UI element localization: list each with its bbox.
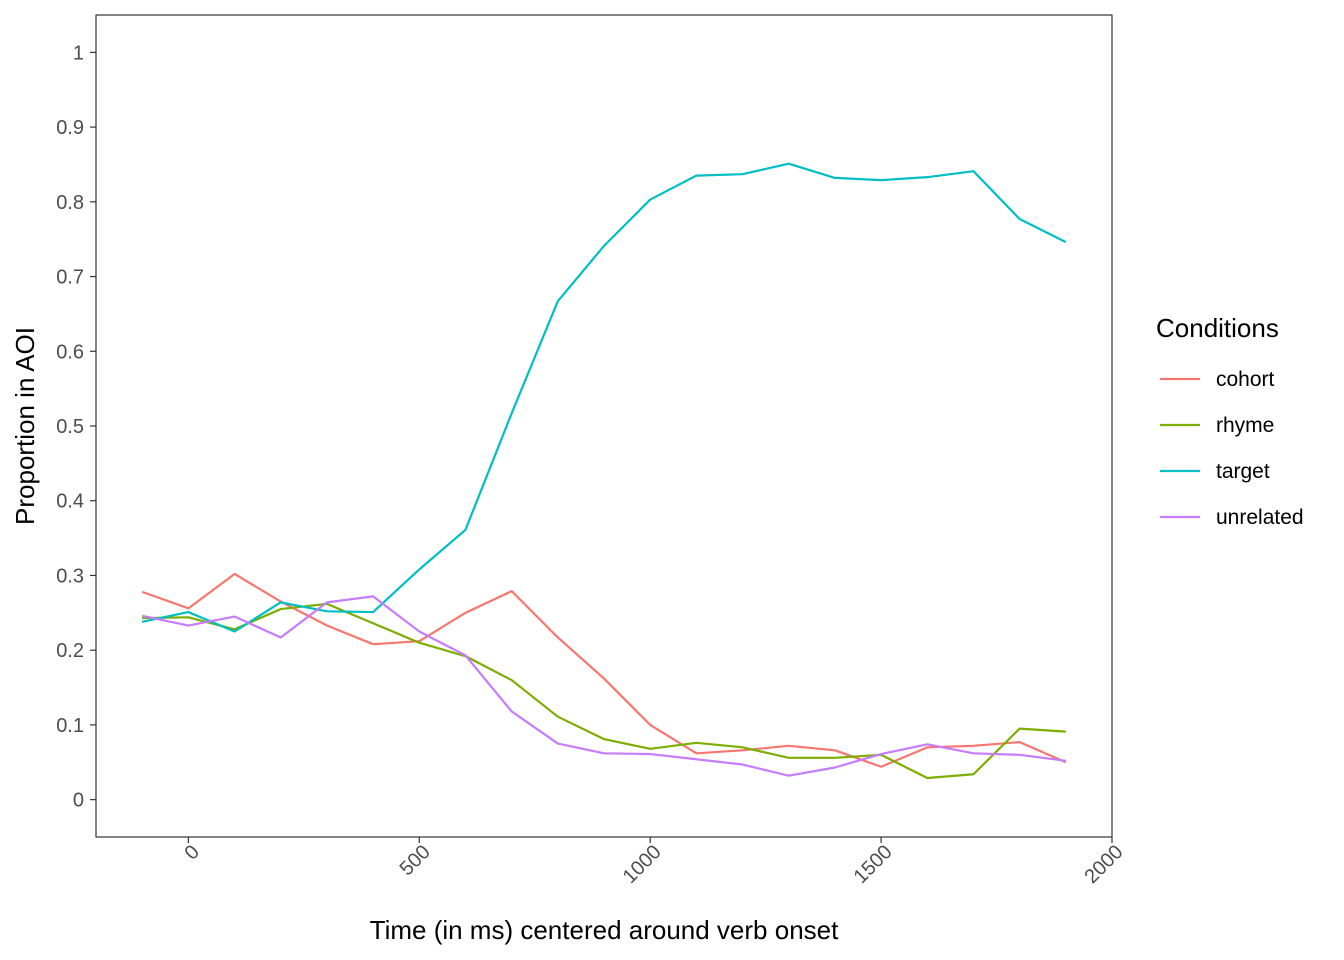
y-tick-label: 0.4 — [56, 491, 84, 513]
x-axis-title: Time (in ms) centered around verb onset — [370, 915, 839, 945]
x-tick-label: 1500 — [850, 841, 897, 888]
x-axis: 0 500 1000 1500 2000 — [180, 837, 1128, 888]
series-line-rhyme — [142, 602, 1066, 780]
legend-label-target: target — [1216, 460, 1270, 483]
legend-label-cohort: cohort — [1216, 368, 1275, 391]
y-tick-label: 0.7 — [56, 267, 84, 289]
y-tick-label: 0.9 — [56, 117, 84, 139]
y-tick-label: 0.6 — [56, 341, 84, 363]
y-axis: 0 0.1 0.2 0.3 0.4 0.5 0.6 0.7 0.8 0.9 1 — [56, 42, 96, 812]
y-tick-label: 0.8 — [56, 192, 84, 214]
legend: Conditions cohort rhyme target unrelated — [1156, 313, 1304, 529]
series-line-unrelated — [141, 595, 1066, 777]
legend-label-unrelated: unrelated — [1216, 506, 1304, 529]
y-tick-label: 0.2 — [56, 640, 84, 662]
x-tick-label: 500 — [396, 841, 435, 880]
y-tick-label: 0 — [73, 790, 84, 812]
y-tick-label: 0.1 — [56, 715, 84, 737]
series-line-cohort — [141, 572, 1067, 768]
y-tick-label: 1 — [73, 42, 84, 64]
legend-title: Conditions — [1156, 313, 1279, 343]
legend-label-rhyme: rhyme — [1216, 414, 1274, 437]
x-tick-label: 2000 — [1081, 841, 1128, 888]
y-tick-label: 0.5 — [56, 416, 84, 438]
series-line-target — [141, 162, 1067, 633]
y-axis-title: Proportion in AOI — [10, 327, 40, 525]
plot-panel — [95, 14, 1113, 838]
x-tick-label: 1000 — [619, 841, 666, 888]
y-tick-label: 0.3 — [56, 565, 84, 587]
x-tick-label: 0 — [180, 841, 203, 864]
series-lines — [141, 162, 1067, 780]
